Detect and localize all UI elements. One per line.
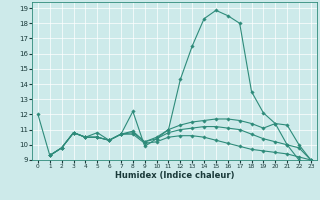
X-axis label: Humidex (Indice chaleur): Humidex (Indice chaleur)	[115, 171, 234, 180]
